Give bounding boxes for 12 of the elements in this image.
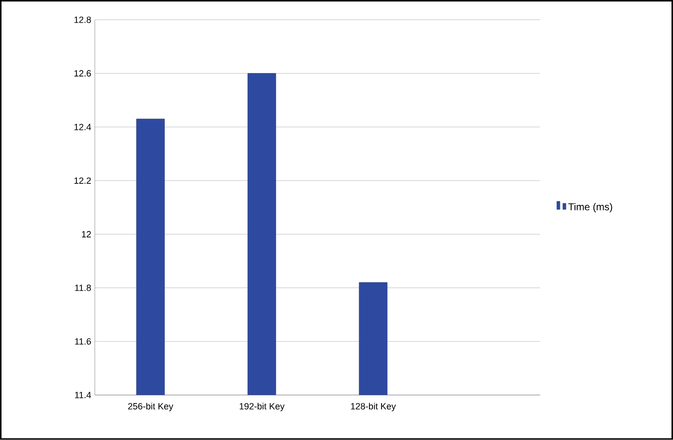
y-tick-label: 12.6 [74,70,91,77]
y-tick-label: 12 [82,231,91,238]
x-tick-label: 192-bit Key [240,402,285,412]
y-tick-label: 12.8 [74,16,91,24]
y-tick-label: 11.4 [75,392,92,398]
legend-label: Time (ms) [568,203,612,212]
y-tick-label: 11.6 [75,338,91,345]
y-tick-label: 12.2 [74,178,91,184]
y-tick-label: 12.4 [74,124,92,130]
x-tick-label: 128-bit Key [351,402,396,412]
y-tick-label: 11.8 [75,284,91,292]
x-tick-label: 256-bit Key [128,402,174,412]
